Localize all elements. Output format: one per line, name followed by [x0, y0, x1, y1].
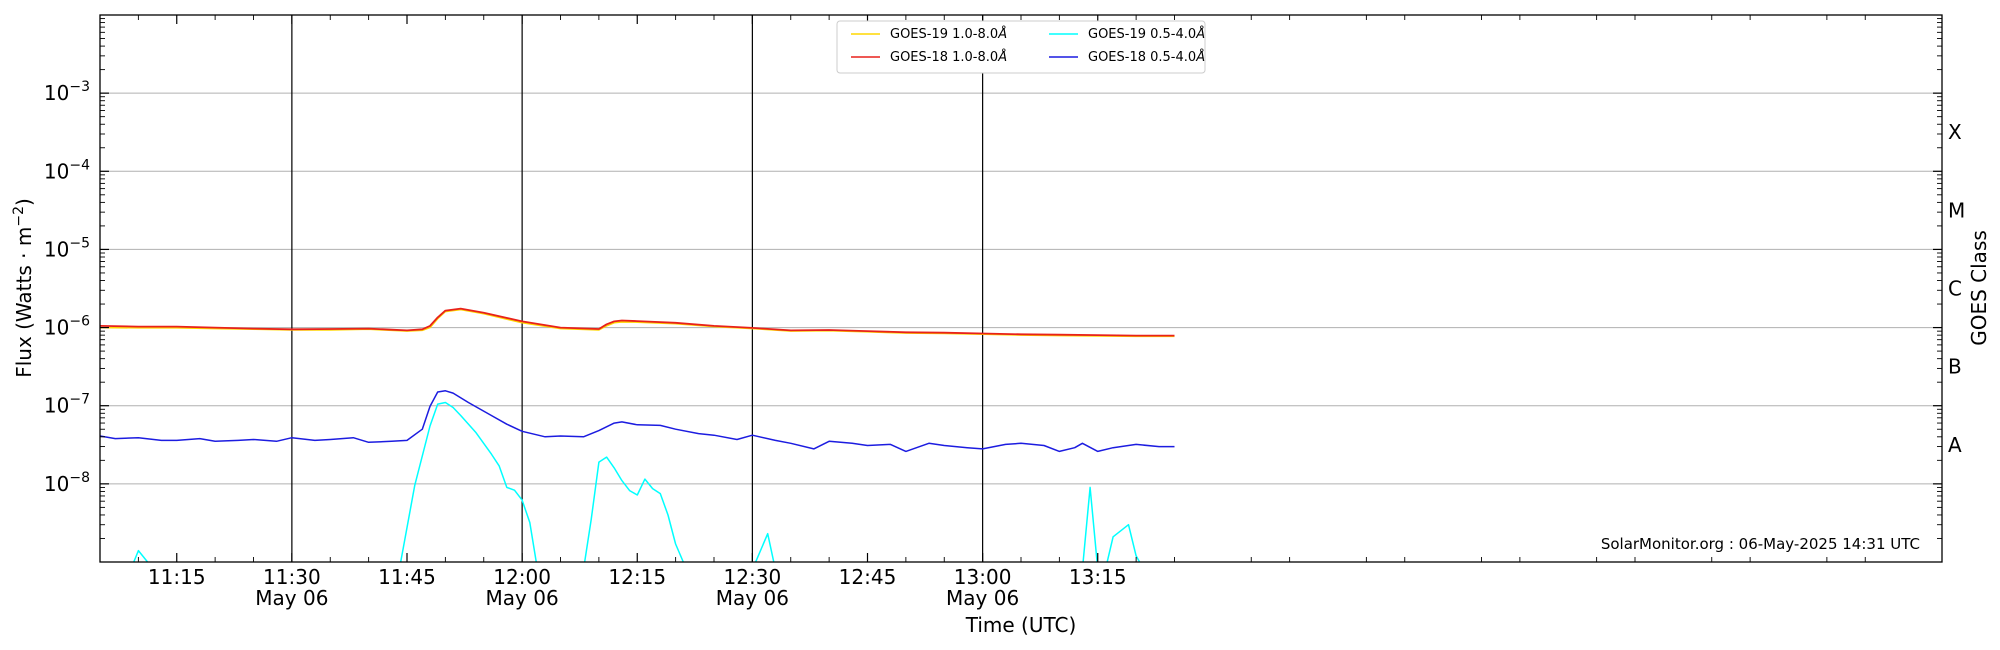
legend-box — [836, 20, 1206, 74]
axis-ticks — [99, 15, 1943, 562]
y-tick-labels: 10−8 10−7 10−6 10−5 10−4 10−3 — [44, 79, 90, 496]
x-tick-label: 12:30 — [724, 565, 782, 589]
x-tick-label: 11:45 — [378, 565, 436, 589]
series-line-goes-18-1-0-8-0 — [100, 307, 1175, 337]
x-tick-label: 12:00 — [493, 565, 551, 589]
x-tick-label: 11:30 — [263, 565, 321, 589]
x-tick-date-label: May 06 — [255, 586, 328, 610]
legend-label: GOES-18 0.5-4.0Å — [1088, 49, 1205, 65]
x-tick-label: 13:00 — [954, 565, 1012, 589]
goes-class-label-a: A — [1948, 433, 1962, 457]
legend-label: GOES-19 0.5-4.0Å — [1088, 26, 1205, 42]
x-tick-date-label: May 06 — [946, 586, 1019, 610]
y-tick-label: 10−8 — [44, 470, 90, 496]
right-axis-title: GOES Class — [1967, 230, 1991, 346]
legend: GOES-19 1.0-8.0Å GOES-19 0.5-4.0Å GOES-18 … — [836, 20, 1206, 74]
series-line-goes-18-0-5-4-0 — [100, 390, 1175, 453]
x-tick-label: 11:15 — [148, 565, 206, 589]
y-tick-label: 10−3 — [44, 79, 90, 105]
goes-class-label-b: B — [1948, 355, 1962, 379]
y-tick-label: 10−5 — [44, 235, 90, 261]
legend-label: GOES-18 1.0-8.0Å — [890, 49, 1007, 65]
goes-class-label-m: M — [1948, 198, 1965, 222]
goes-class-labels: X M C B A — [1948, 120, 1965, 457]
series-line-goes-19-0-5-4-0 — [132, 401, 1141, 562]
y-tick-label: 10−4 — [44, 157, 90, 183]
grid-lines — [100, 92, 1942, 485]
x-tick-label: 12:15 — [608, 565, 666, 589]
legend-label: GOES-19 1.0-8.0Å — [890, 26, 1007, 42]
x-tick-date-label: May 06 — [716, 586, 789, 610]
date-separator-lines — [291, 15, 984, 562]
x-tick-label: 13:15 — [1069, 565, 1127, 589]
watermark-text: SolarMonitor.org : 06-May-2025 14:31 UTC — [1601, 535, 1920, 553]
goes-class-label-c: C — [1948, 277, 1962, 301]
y-tick-label: 10−7 — [44, 392, 90, 418]
y-tick-label: 10−6 — [44, 314, 90, 340]
x-tick-date-label: May 06 — [486, 586, 559, 610]
x-tick-label: 12:45 — [839, 565, 897, 589]
goes-class-label-x: X — [1948, 120, 1962, 144]
y-axis-title: Flux (Watts · m−2) — [11, 198, 36, 378]
x-axis-title: Time (UTC) — [965, 613, 1077, 637]
series-group — [100, 307, 1175, 562]
